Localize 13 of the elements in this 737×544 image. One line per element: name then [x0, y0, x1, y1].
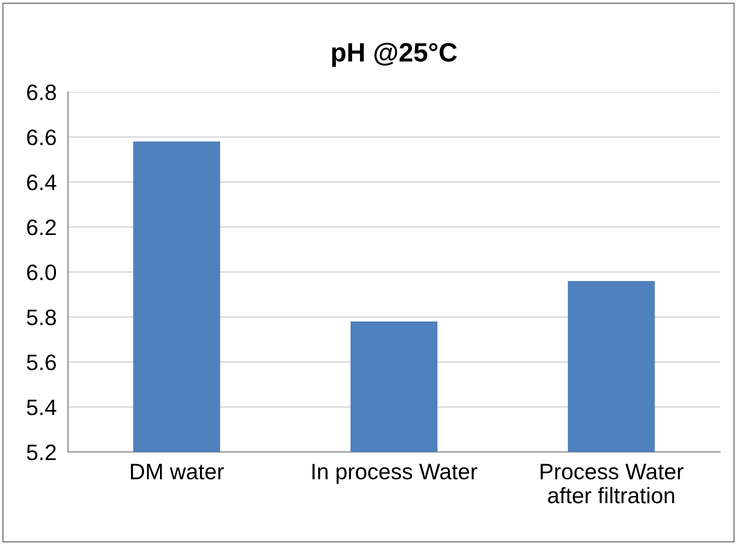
- y-tick-label: 6.8: [27, 84, 56, 100]
- y-tick-label: 5.6: [26, 354, 56, 370]
- y-tick-label: 6.6: [27, 130, 56, 146]
- x-tick-label: DM water: [130, 464, 224, 480]
- y-tick-label: 5.8: [26, 310, 56, 326]
- x-tick-label: In process Water: [312, 464, 478, 484]
- y-tick-label: 5.4: [26, 400, 56, 416]
- y-tick-label: 6.2: [27, 220, 56, 236]
- chart-title: pH @25°C: [332, 42, 457, 67]
- y-tick-label: 5.2: [26, 444, 56, 460]
- y-tick-label: 6.0: [27, 264, 56, 280]
- x-tick-label: Process Water after filtration: [540, 464, 684, 504]
- y-tick-label: 6.4: [27, 174, 56, 190]
